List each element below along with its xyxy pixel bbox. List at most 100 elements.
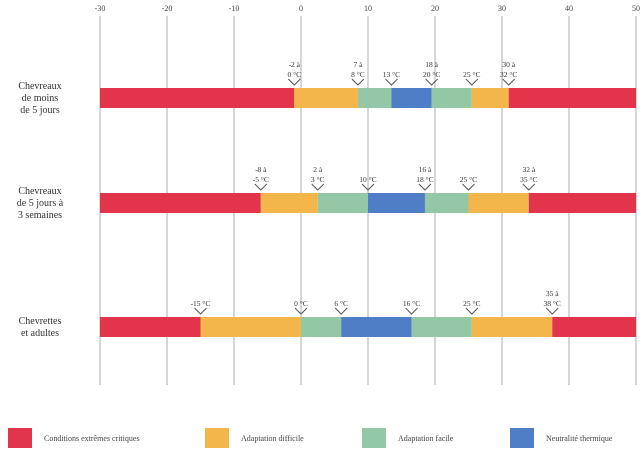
marker-label: 25 °C [463, 299, 480, 308]
marker-chevron [462, 183, 475, 191]
marker-label: 35 °C [520, 175, 537, 184]
marker-label: 35 à [546, 289, 559, 298]
row-label: Chevreaux [18, 186, 61, 197]
marker-label: 0 °C [287, 70, 301, 79]
marker-label: -5 °C [253, 175, 269, 184]
axis-tick-label: 30 [498, 4, 506, 13]
legend-swatch-facile [362, 428, 386, 448]
legend-item-difficile: Adaptation difficile [205, 428, 304, 448]
zone-segment-difficile [200, 317, 301, 337]
marker-label: 18 à [425, 60, 438, 69]
marker-label: 20 °C [423, 70, 440, 79]
zone-segment-facile [411, 317, 472, 337]
marker-label: 13 °C [383, 70, 400, 79]
zone-segment-difficile [471, 317, 553, 337]
marker-chevron [194, 307, 207, 315]
marker-label: 32 °C [500, 70, 517, 79]
zone-segment-critique [100, 317, 201, 337]
marker-chevron [405, 307, 418, 315]
marker-chevron [294, 307, 308, 315]
marker-label: 32 à [522, 165, 535, 174]
axis-tick-label: 10 [364, 4, 372, 13]
marker-label: 0 °C [294, 299, 308, 308]
marker-label: 7 à [353, 60, 363, 69]
zone-segment-facile [357, 88, 392, 108]
zone-segment-neutralite [368, 193, 425, 213]
marker-chevron [545, 307, 559, 315]
axis-tick-label: 0 [299, 4, 303, 13]
axis-tick-label: 50 [632, 4, 640, 13]
legend-swatch-neutralite [510, 428, 534, 448]
zone-segment-critique [508, 88, 636, 108]
row-label: 3 semaines [18, 210, 62, 221]
legend-item-neutralite: Neutralité thermique [510, 428, 612, 448]
zone-segment-facile [424, 193, 469, 213]
zone-segment-difficile [294, 88, 358, 108]
row-label: de moins [22, 93, 58, 104]
zone-segment-difficile [260, 193, 318, 213]
marker-label: 38 °C [544, 299, 561, 308]
legend: Conditions extrêmes critiques Adaptation… [0, 428, 644, 452]
legend-swatch-critique [8, 428, 32, 448]
marker-label: -15 °C [191, 299, 211, 308]
zone-segment-neutralite [341, 317, 412, 337]
zone-segment-critique [552, 317, 636, 337]
marker-label: 10 °C [359, 175, 376, 184]
zone-segment-facile [317, 193, 368, 213]
row-label: Chevrettes [19, 316, 62, 327]
marker-label: 25 °C [460, 175, 477, 184]
zone-segment-facile [431, 88, 472, 108]
axis-tick-label: 40 [565, 4, 573, 13]
legend-label-facile: Adaptation facile [398, 433, 454, 443]
axis-tick-label: -10 [229, 4, 240, 13]
zone-segment-critique [100, 193, 261, 213]
marker-label: -2 à [289, 60, 301, 69]
marker-label: 16 à [419, 165, 432, 174]
axis-tick-labels: -30 -20 -10 0 10 20 30 40 50 [95, 4, 640, 13]
legend-label-neutralite: Neutralité thermique [546, 433, 613, 443]
legend-swatch-difficile [205, 428, 229, 448]
zone-segment-difficile [471, 88, 509, 108]
marker-label: 30 à [502, 60, 515, 69]
axis-tick-label: 20 [431, 4, 439, 13]
legend-label-critique: Conditions extrêmes critiques [44, 433, 140, 443]
marker-label: 6 °C [334, 299, 348, 308]
marker-chevron [425, 78, 439, 86]
axis-tick-label: -20 [162, 4, 173, 13]
marker-label: 2 à [313, 165, 323, 174]
marker-chevron [287, 78, 301, 86]
marker-chevron [361, 183, 375, 191]
marker-chevron [465, 78, 479, 86]
legend-item-facile: Adaptation facile [362, 428, 453, 448]
marker-chevron [254, 183, 268, 191]
marker-label: 8 °C [351, 70, 365, 79]
zone-segment-difficile [468, 193, 529, 213]
marker-chevron [385, 78, 398, 86]
axis-tick-label: -30 [95, 4, 106, 13]
zone-segment-critique [100, 88, 295, 108]
legend-item-critique: Conditions extrêmes critiques [8, 428, 140, 448]
marker-label: 16 °C [403, 299, 420, 308]
marker-label: 3 °C [311, 175, 325, 184]
marker-label: -8 à [255, 165, 267, 174]
marker-chevron [502, 78, 516, 86]
legend-label-difficile: Adaptation difficile [241, 433, 304, 443]
marker-chevron [351, 78, 365, 86]
zone-segment-critique [528, 193, 636, 213]
row-label: de 5 jours à [17, 198, 64, 209]
marker-chevron [311, 183, 325, 191]
marker-chevron [418, 183, 432, 191]
marker-chevron [465, 307, 479, 315]
row-label: Chevreaux [18, 81, 61, 92]
marker-label: 18 °C [416, 175, 433, 184]
marker-label: 25 °C [463, 70, 480, 79]
row-label: et adultes [21, 328, 59, 339]
marker-chevron [334, 307, 348, 315]
marker-chevron [522, 183, 536, 191]
zone-segment-neutralite [391, 88, 432, 108]
zone-segment-facile [301, 317, 342, 337]
